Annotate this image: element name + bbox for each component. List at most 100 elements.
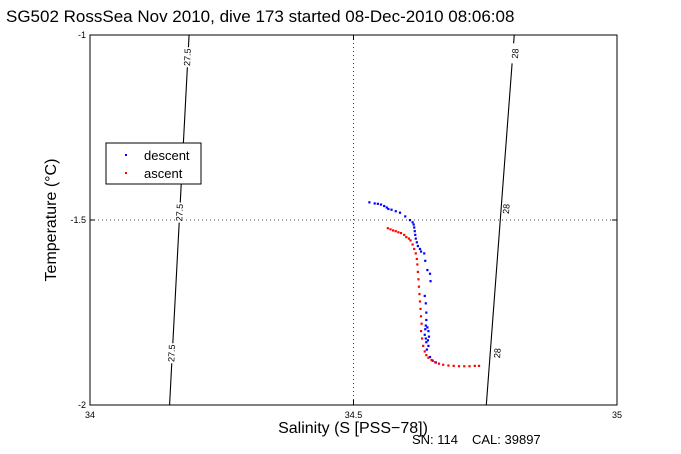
ascent-point bbox=[422, 344, 425, 347]
ascent-point bbox=[419, 330, 423, 333]
legend-marker-descent bbox=[125, 154, 127, 156]
ascent-point bbox=[399, 231, 403, 235]
ascent-point bbox=[452, 364, 455, 367]
descent-point bbox=[385, 206, 388, 209]
descent-point bbox=[424, 324, 427, 327]
footer-calibration: CAL: 39897 bbox=[472, 432, 541, 447]
descent-point bbox=[426, 326, 429, 329]
ascent-point bbox=[468, 365, 471, 368]
descent-point bbox=[425, 341, 428, 344]
legend-marker-ascent bbox=[125, 172, 127, 174]
ascent-point bbox=[416, 270, 419, 273]
ascent-point bbox=[477, 364, 481, 367]
ascent-point bbox=[442, 363, 445, 366]
descent-point bbox=[413, 226, 416, 229]
y-tick-label: -1 bbox=[78, 30, 86, 40]
descent-point bbox=[394, 210, 397, 213]
descent-point bbox=[425, 311, 428, 314]
x-axis-label: Salinity (S [PSS−78]) bbox=[278, 420, 428, 437]
descent-point bbox=[425, 318, 428, 322]
y-tick-label: -1.5 bbox=[70, 215, 86, 225]
ascent-point bbox=[437, 362, 441, 365]
isopycnal-label: 27.5 bbox=[174, 204, 185, 222]
isopycnal-label: 28 bbox=[510, 48, 521, 59]
ascent-point bbox=[430, 358, 433, 362]
descent-point bbox=[368, 201, 371, 204]
descent-point bbox=[428, 355, 432, 359]
descent-point bbox=[373, 202, 376, 205]
descent-point bbox=[376, 202, 379, 205]
descent-point bbox=[398, 211, 402, 214]
ascent-point bbox=[421, 337, 424, 340]
descent-point bbox=[425, 348, 428, 351]
ascent-point bbox=[419, 315, 423, 318]
descent-point bbox=[426, 268, 429, 272]
ascent-point bbox=[425, 354, 428, 357]
ascent-point bbox=[409, 239, 412, 242]
ascent-point bbox=[414, 252, 417, 255]
descent-point bbox=[413, 230, 416, 233]
ascent-point bbox=[473, 364, 476, 367]
descent-point bbox=[419, 250, 423, 253]
descent-point bbox=[418, 247, 422, 251]
descent-point bbox=[423, 294, 426, 298]
legend: descent ascent bbox=[105, 142, 202, 185]
descent-point bbox=[427, 335, 431, 338]
descent-point bbox=[424, 302, 427, 305]
descent-point bbox=[427, 330, 430, 333]
ascent-point bbox=[394, 230, 397, 233]
descent-point bbox=[429, 280, 432, 283]
ascent-point bbox=[419, 307, 422, 310]
ascent-point bbox=[417, 278, 420, 281]
ascent-point bbox=[389, 228, 392, 231]
x-tick-label: 34 bbox=[85, 410, 95, 420]
footer: SN: 114 CAL: 39897 bbox=[412, 432, 541, 447]
descent-point bbox=[383, 204, 386, 208]
plot-area: 27.5 27.5 27.5 28 28 28 bbox=[89, 34, 618, 406]
isopycnal-layer: 27.5 27.5 27.5 28 28 28 bbox=[166, 34, 521, 406]
isopycnal-label-bg bbox=[175, 202, 184, 223]
descent-point bbox=[387, 207, 390, 211]
x-tick-label: 35 bbox=[612, 410, 622, 420]
isopycnal-line-28 bbox=[485, 34, 515, 406]
descent-point bbox=[404, 215, 407, 218]
isopycnal-label-bg bbox=[493, 342, 502, 364]
ascent-point bbox=[417, 285, 421, 288]
ascent-point bbox=[403, 233, 406, 236]
descent-point bbox=[426, 339, 430, 342]
ascent-point bbox=[434, 361, 437, 364]
ascent-point bbox=[413, 247, 416, 251]
descent-point bbox=[412, 223, 415, 226]
descent-point bbox=[415, 241, 418, 244]
legend-label-descent: descent bbox=[144, 148, 190, 163]
series-layer bbox=[368, 201, 481, 368]
y-axis-label: Temperature (°C) bbox=[43, 159, 60, 282]
ascent-point bbox=[423, 350, 426, 353]
ascent-point bbox=[392, 229, 395, 232]
ascent-point bbox=[418, 293, 421, 296]
descent-point bbox=[428, 272, 432, 275]
descent-point bbox=[390, 208, 393, 211]
isopycnal-label: 28 bbox=[501, 204, 512, 215]
descent-point bbox=[424, 259, 427, 262]
descent-point bbox=[424, 328, 427, 331]
isopycnal-label-bg bbox=[183, 47, 192, 68]
chart-title: SG502 RossSea Nov 2010, dive 173 started… bbox=[6, 7, 514, 26]
legend-box bbox=[105, 142, 202, 185]
descent-point bbox=[427, 344, 430, 347]
legend-label-ascent: ascent bbox=[144, 166, 183, 181]
ascent-point bbox=[407, 237, 411, 240]
y-tick-label: -2 bbox=[78, 400, 86, 410]
descent-point bbox=[411, 221, 414, 224]
descent-point bbox=[424, 337, 427, 340]
isopycnal-label: 27.5 bbox=[166, 344, 177, 362]
ascent-point bbox=[420, 322, 423, 325]
isopycnal-label-bg bbox=[511, 43, 520, 64]
ascent-point bbox=[418, 300, 422, 303]
descent-point bbox=[414, 233, 417, 236]
ascent-point bbox=[386, 227, 389, 230]
descent-point bbox=[408, 219, 412, 222]
ascent-point bbox=[415, 257, 418, 261]
y-axis-ticks: -1 -1.5 -2 bbox=[70, 30, 617, 410]
